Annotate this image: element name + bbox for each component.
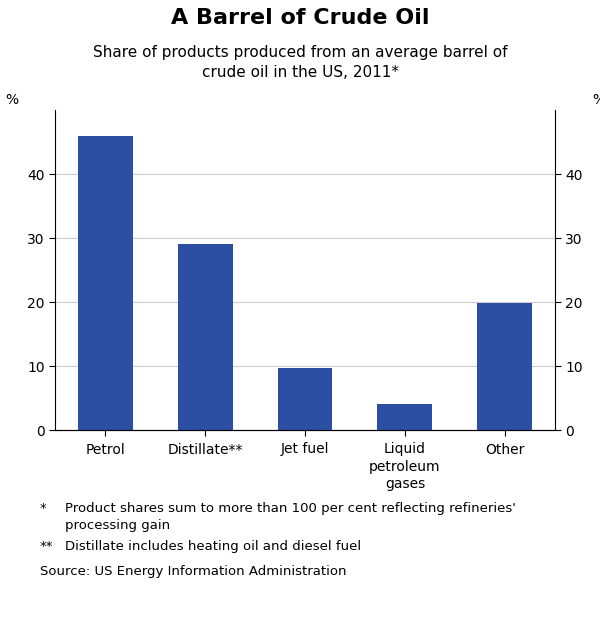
Text: Product shares sum to more than 100 per cent reflecting refineries'
processing g: Product shares sum to more than 100 per … (65, 502, 516, 532)
Text: **: ** (40, 540, 53, 553)
Text: %: % (5, 93, 18, 107)
Text: %: % (592, 93, 600, 107)
Bar (78, 136, 133, 430)
Bar (278, 368, 332, 430)
Text: Share of products produced from an average barrel of
crude oil in the US, 2011*: Share of products produced from an avera… (93, 45, 507, 80)
Bar (478, 303, 532, 430)
Text: Source: US Energy Information Administration: Source: US Energy Information Administra… (40, 565, 347, 578)
Text: Distillate includes heating oil and diesel fuel: Distillate includes heating oil and dies… (65, 540, 361, 553)
Bar (377, 404, 433, 430)
Text: *: * (40, 502, 47, 515)
Text: A Barrel of Crude Oil: A Barrel of Crude Oil (171, 8, 429, 28)
Bar (178, 245, 233, 430)
